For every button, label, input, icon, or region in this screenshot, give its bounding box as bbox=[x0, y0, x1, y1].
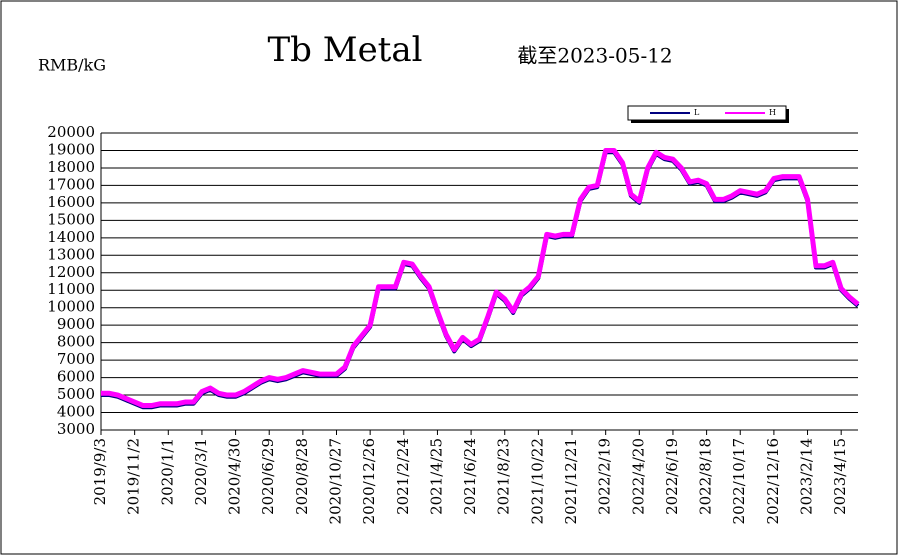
x-tick-label: 2021/8/23 bbox=[495, 438, 513, 515]
x-tick-label: 2020/1/1 bbox=[158, 438, 176, 505]
y-tick-label: 11000 bbox=[47, 280, 95, 298]
series-line bbox=[101, 147, 860, 409]
x-tick-label: 2023/2/14 bbox=[798, 438, 816, 515]
x-tick-label: 2020/12/26 bbox=[360, 438, 378, 524]
x-tick-label: 2021/10/22 bbox=[528, 438, 546, 524]
y-tick-label: 10000 bbox=[47, 298, 95, 316]
y-tick-label: 12000 bbox=[47, 263, 95, 281]
x-tick-label: 2023/4/15 bbox=[831, 438, 849, 515]
y-axis-label: RMB/kG bbox=[38, 56, 106, 75]
x-tick-label: 2022/2/19 bbox=[596, 438, 614, 515]
y-tick-label: 13000 bbox=[47, 245, 95, 263]
x-tick-label: 2022/4/20 bbox=[629, 438, 647, 515]
y-tick-label: 9000 bbox=[57, 315, 95, 333]
legend bbox=[627, 105, 787, 121]
y-tick-label: 16000 bbox=[47, 193, 95, 211]
x-tick-label: 2022/8/18 bbox=[697, 438, 715, 515]
y-tick-label: 8000 bbox=[57, 333, 95, 351]
y-tick-label: 15000 bbox=[47, 210, 95, 228]
legend-label: L bbox=[694, 108, 700, 117]
chart-subtitle: 截至2023-05-12 bbox=[517, 44, 672, 68]
x-tick-label: 2020/4/30 bbox=[226, 438, 244, 515]
x-tick-label: 2021/2/24 bbox=[394, 438, 412, 515]
x-tick-label: 2021/6/24 bbox=[461, 438, 479, 515]
x-tick-label: 2020/3/1 bbox=[192, 438, 210, 505]
y-tick-label: 17000 bbox=[47, 175, 95, 193]
y-tick-label: 14000 bbox=[47, 228, 95, 246]
y-tick-label: 4000 bbox=[57, 403, 95, 421]
y-tick-label: 5000 bbox=[57, 385, 95, 403]
x-tick-label: 2022/10/17 bbox=[730, 438, 748, 524]
y-tick-label: 20000 bbox=[47, 123, 95, 141]
x-tick-label: 2020/6/29 bbox=[259, 438, 277, 515]
x-tick-label: 2021/12/21 bbox=[562, 438, 580, 524]
chart-title: Tb Metal bbox=[268, 30, 423, 70]
x-tick-label: 2020/8/28 bbox=[293, 438, 311, 515]
x-tick-label: 2021/4/25 bbox=[427, 438, 445, 515]
legend-label: H bbox=[769, 108, 776, 117]
y-tick-label: 6000 bbox=[57, 368, 95, 386]
x-tick-label: 2020/10/27 bbox=[327, 438, 345, 524]
y-tick-label: 19000 bbox=[47, 140, 95, 158]
x-tick-label: 2019/9/3 bbox=[91, 438, 109, 505]
y-tick-label: 18000 bbox=[47, 158, 95, 176]
x-tick-label: 2022/6/19 bbox=[663, 438, 681, 515]
x-tick-label: 2022/12/16 bbox=[764, 438, 782, 524]
y-tick-label: 7000 bbox=[57, 350, 95, 368]
x-tick-label: 2019/11/2 bbox=[125, 438, 143, 515]
y-tick-label: 3000 bbox=[57, 420, 95, 438]
